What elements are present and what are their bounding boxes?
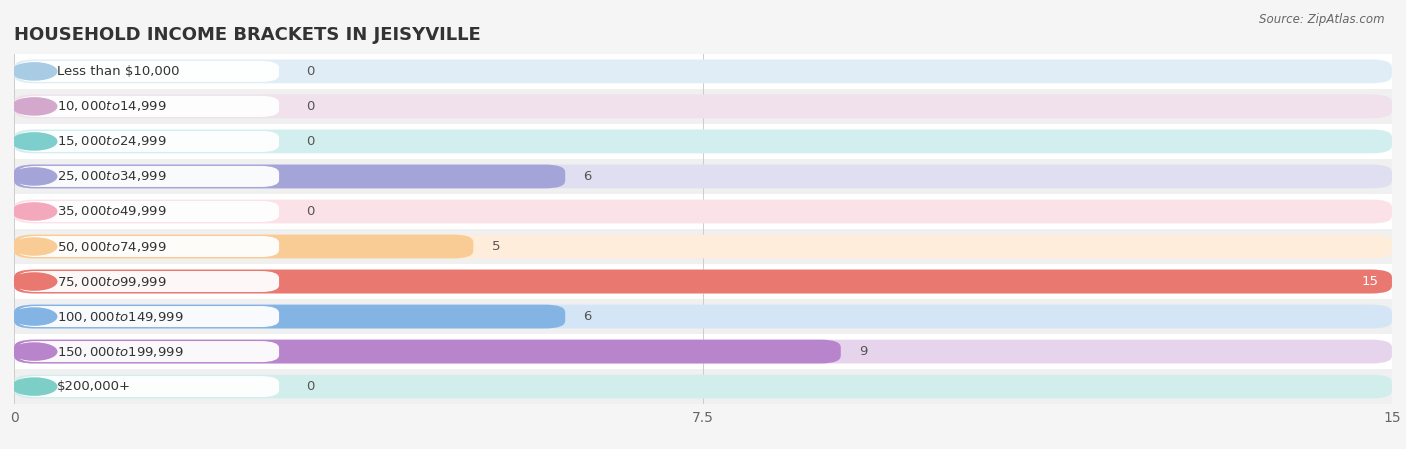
FancyBboxPatch shape bbox=[14, 94, 1392, 119]
Text: 6: 6 bbox=[583, 310, 592, 323]
Text: Less than $10,000: Less than $10,000 bbox=[58, 65, 180, 78]
FancyBboxPatch shape bbox=[18, 131, 278, 152]
Circle shape bbox=[11, 98, 56, 115]
FancyBboxPatch shape bbox=[14, 369, 1392, 404]
FancyBboxPatch shape bbox=[14, 234, 1392, 259]
FancyBboxPatch shape bbox=[14, 304, 1392, 329]
Circle shape bbox=[11, 343, 56, 360]
FancyBboxPatch shape bbox=[14, 89, 1392, 124]
Text: $150,000 to $199,999: $150,000 to $199,999 bbox=[58, 344, 184, 359]
FancyBboxPatch shape bbox=[18, 96, 278, 117]
Text: 0: 0 bbox=[305, 65, 314, 78]
FancyBboxPatch shape bbox=[14, 234, 474, 259]
Text: $50,000 to $74,999: $50,000 to $74,999 bbox=[58, 239, 167, 254]
FancyBboxPatch shape bbox=[18, 306, 278, 327]
Text: $25,000 to $34,999: $25,000 to $34,999 bbox=[58, 169, 167, 184]
FancyBboxPatch shape bbox=[14, 164, 1392, 189]
Text: 6: 6 bbox=[583, 170, 592, 183]
Text: $100,000 to $149,999: $100,000 to $149,999 bbox=[58, 309, 184, 324]
Text: 9: 9 bbox=[859, 345, 868, 358]
FancyBboxPatch shape bbox=[14, 264, 1392, 299]
FancyBboxPatch shape bbox=[14, 199, 1392, 224]
FancyBboxPatch shape bbox=[14, 339, 841, 364]
FancyBboxPatch shape bbox=[14, 59, 1392, 84]
FancyBboxPatch shape bbox=[18, 271, 278, 292]
FancyBboxPatch shape bbox=[18, 236, 278, 257]
Text: 5: 5 bbox=[492, 240, 501, 253]
FancyBboxPatch shape bbox=[14, 164, 565, 189]
Text: $200,000+: $200,000+ bbox=[58, 380, 131, 393]
Text: Source: ZipAtlas.com: Source: ZipAtlas.com bbox=[1260, 13, 1385, 26]
Circle shape bbox=[11, 308, 56, 325]
Text: $35,000 to $49,999: $35,000 to $49,999 bbox=[58, 204, 167, 219]
FancyBboxPatch shape bbox=[18, 201, 278, 222]
Circle shape bbox=[11, 238, 56, 255]
Circle shape bbox=[11, 203, 56, 220]
Circle shape bbox=[11, 168, 56, 185]
Text: $10,000 to $14,999: $10,000 to $14,999 bbox=[58, 99, 167, 114]
FancyBboxPatch shape bbox=[14, 269, 1392, 294]
FancyBboxPatch shape bbox=[14, 129, 1392, 154]
FancyBboxPatch shape bbox=[14, 229, 1392, 264]
FancyBboxPatch shape bbox=[14, 124, 1392, 159]
Circle shape bbox=[11, 378, 56, 395]
FancyBboxPatch shape bbox=[14, 159, 1392, 194]
FancyBboxPatch shape bbox=[14, 374, 1392, 399]
FancyBboxPatch shape bbox=[14, 339, 1392, 364]
Text: 0: 0 bbox=[305, 100, 314, 113]
FancyBboxPatch shape bbox=[18, 376, 278, 397]
FancyBboxPatch shape bbox=[14, 299, 1392, 334]
Circle shape bbox=[11, 63, 56, 80]
Circle shape bbox=[11, 133, 56, 150]
FancyBboxPatch shape bbox=[14, 194, 1392, 229]
FancyBboxPatch shape bbox=[18, 61, 278, 82]
FancyBboxPatch shape bbox=[14, 304, 565, 329]
FancyBboxPatch shape bbox=[18, 341, 278, 362]
FancyBboxPatch shape bbox=[18, 166, 278, 187]
FancyBboxPatch shape bbox=[14, 334, 1392, 369]
FancyBboxPatch shape bbox=[14, 269, 1392, 294]
Circle shape bbox=[11, 273, 56, 290]
Text: 0: 0 bbox=[305, 135, 314, 148]
Text: 0: 0 bbox=[305, 380, 314, 393]
Text: $75,000 to $99,999: $75,000 to $99,999 bbox=[58, 274, 167, 289]
FancyBboxPatch shape bbox=[14, 54, 1392, 89]
Text: $15,000 to $24,999: $15,000 to $24,999 bbox=[58, 134, 167, 149]
Text: HOUSEHOLD INCOME BRACKETS IN JEISYVILLE: HOUSEHOLD INCOME BRACKETS IN JEISYVILLE bbox=[14, 26, 481, 44]
Text: 15: 15 bbox=[1361, 275, 1378, 288]
Text: 0: 0 bbox=[305, 205, 314, 218]
